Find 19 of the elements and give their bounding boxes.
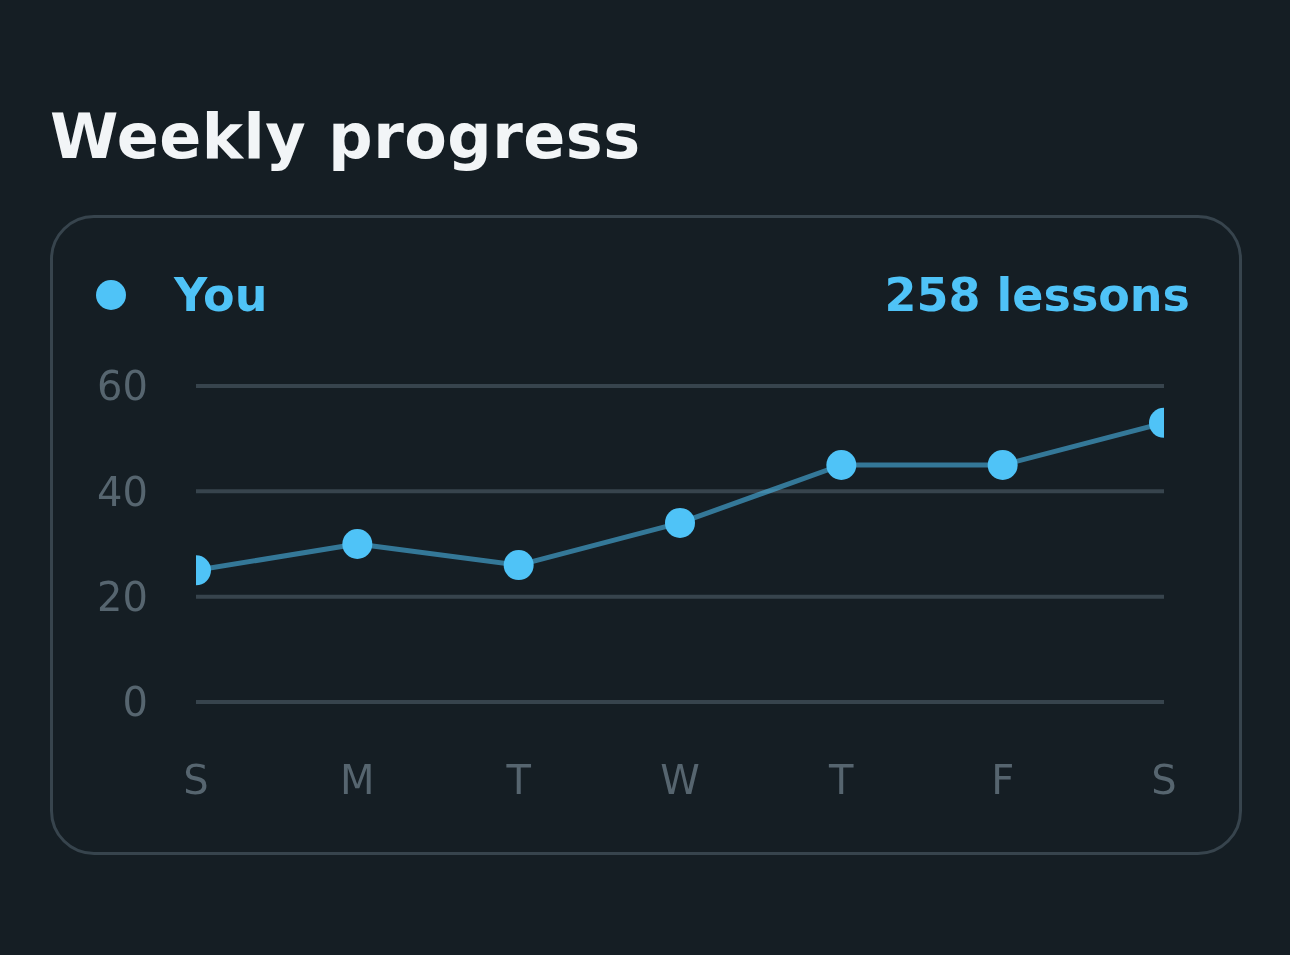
point — [665, 507, 695, 538]
legend-label: You — [174, 268, 268, 322]
x-tick-label: F — [991, 757, 1015, 804]
x-tick-label: S — [1151, 757, 1177, 804]
x-tick-label: T — [828, 757, 855, 804]
x-tick-label: S — [183, 757, 209, 804]
point — [987, 450, 1018, 480]
point — [342, 529, 373, 559]
x-tick-label: M — [340, 757, 375, 804]
chart-title: Weekly progress — [50, 100, 641, 173]
text: 258 lessons — [884, 268, 1190, 322]
y-tick-label: 0 — [122, 679, 148, 726]
x-tick-label: T — [505, 757, 532, 804]
y-tick-label: 20 — [97, 573, 148, 620]
y-tick-label: 60 — [97, 363, 148, 410]
x-tick-label: W — [660, 757, 700, 804]
point — [826, 450, 857, 480]
y-tick-label: 40 — [97, 468, 148, 515]
point — [503, 550, 534, 581]
